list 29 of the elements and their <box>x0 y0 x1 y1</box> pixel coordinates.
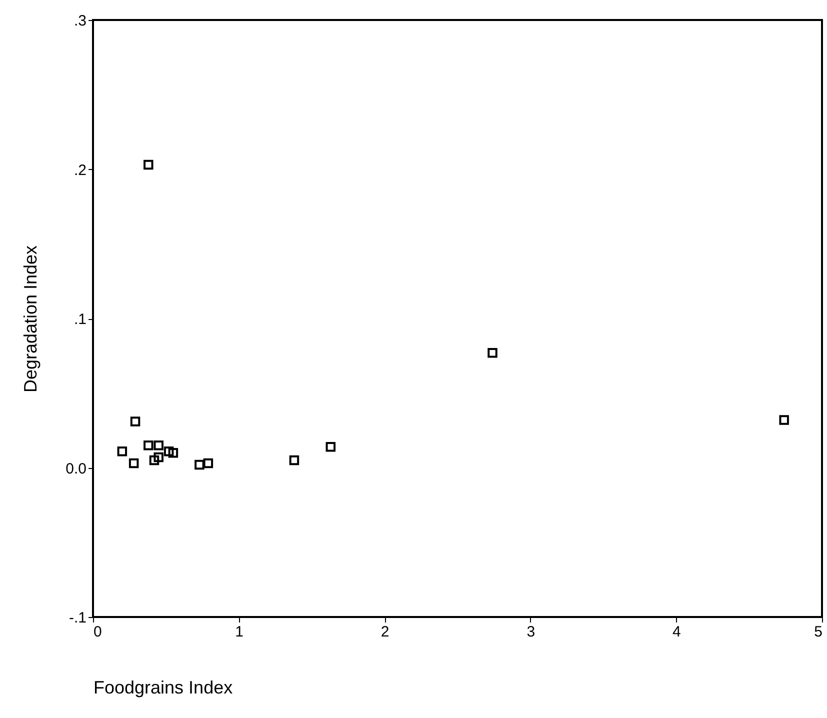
x-tick-label: 4 <box>672 624 681 640</box>
point <box>130 416 140 426</box>
point <box>779 415 789 425</box>
point <box>289 455 300 466</box>
point <box>326 442 336 452</box>
point <box>144 440 154 450</box>
point <box>154 452 164 462</box>
point <box>149 455 160 466</box>
x-tick-label: 5 <box>814 624 822 640</box>
point <box>154 440 164 450</box>
y-tick-label: .2 <box>74 162 86 179</box>
y-tick-label: .3 <box>74 12 86 30</box>
point <box>128 458 139 468</box>
point <box>194 460 204 470</box>
y-tick-label: .1 <box>74 311 86 328</box>
point <box>164 446 174 456</box>
x-tick-label: 2 <box>380 624 390 640</box>
point <box>117 446 128 456</box>
point <box>203 458 214 468</box>
y-axis-title: Degradation Index <box>20 245 41 393</box>
y-tick-label: 0.0 <box>66 460 86 478</box>
point <box>144 160 154 170</box>
x-tick-label: 3 <box>526 624 536 640</box>
x-axis-title: Foodgrains Index <box>94 678 233 698</box>
point <box>488 348 498 358</box>
point <box>168 448 178 458</box>
y-tick-label: -.1 <box>68 610 86 626</box>
x-tick-label: 0 <box>94 624 102 640</box>
x-tick-label: 1 <box>235 624 244 640</box>
